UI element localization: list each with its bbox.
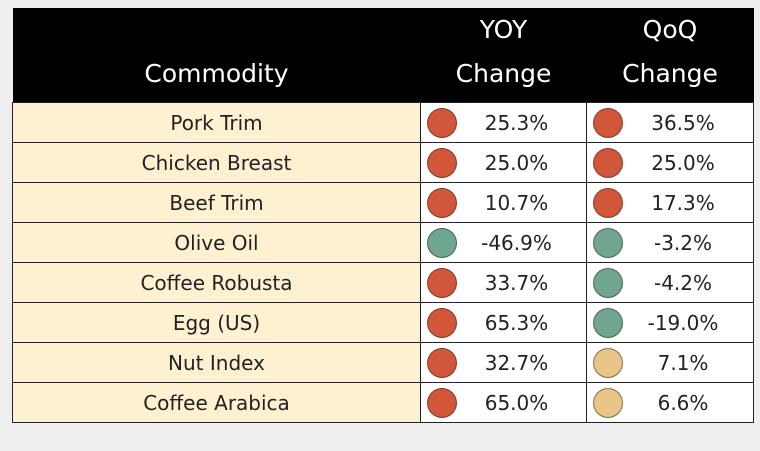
- yoy-value: -46.9%: [481, 230, 552, 255]
- header-yoy-bottom: Change: [455, 59, 552, 88]
- commodity-name: Nut Index: [168, 350, 265, 375]
- table-row: Beef Trim 10.7% 17.3%: [12, 182, 754, 223]
- table-row: Pork Trim 25.3% 36.5%: [12, 102, 754, 143]
- yoy-cell: 25.0%: [420, 142, 587, 183]
- commodity-name: Beef Trim: [169, 190, 264, 215]
- commodity-name: Coffee Arabica: [143, 390, 290, 415]
- table-row: Coffee Arabica 65.0% 6.6%: [12, 382, 754, 423]
- neutral-status-dot-icon: [593, 387, 623, 418]
- header-qoq-top: QoQ: [642, 15, 698, 44]
- qoq-cell: -19.0%: [586, 302, 754, 343]
- table-row: Egg (US) 65.3% -19.0%: [12, 302, 754, 343]
- qoq-value: -3.2%: [653, 230, 713, 255]
- yoy-value: 10.7%: [484, 190, 549, 215]
- up-status-dot-icon: [427, 187, 457, 218]
- header-commodity-label: Commodity: [144, 59, 289, 88]
- qoq-cell: 6.6%: [586, 382, 754, 423]
- commodity-name: Pork Trim: [170, 110, 263, 135]
- commodity-cell: Egg (US): [12, 302, 421, 343]
- up-status-dot-icon: [427, 147, 457, 178]
- down-status-dot-icon: [593, 227, 623, 258]
- qoq-value: 36.5%: [651, 110, 715, 135]
- up-status-dot-icon: [427, 387, 457, 418]
- header-yoy-top: YOY: [479, 15, 528, 44]
- table-row: Coffee Robusta 33.7% -4.2%: [12, 262, 754, 303]
- commodity-name: Coffee Robusta: [140, 270, 293, 295]
- commodity-name: Egg (US): [172, 310, 261, 335]
- header-row: Commodity YOY Change QoQ Change: [12, 8, 754, 103]
- down-status-dot-icon: [427, 227, 457, 258]
- commodity-cell: Olive Oil: [12, 222, 421, 263]
- header-yoy: YOY Change: [420, 8, 587, 103]
- yoy-cell: 25.3%: [420, 102, 587, 143]
- up-status-dot-icon: [427, 347, 457, 378]
- up-status-dot-icon: [427, 267, 457, 298]
- table-row: Chicken Breast 25.0% 25.0%: [12, 142, 754, 183]
- yoy-cell: 33.7%: [420, 262, 587, 303]
- qoq-cell: 25.0%: [586, 142, 754, 183]
- yoy-value: 65.0%: [484, 390, 549, 415]
- commodity-cell: Pork Trim: [12, 102, 421, 143]
- yoy-value: 25.0%: [484, 150, 549, 175]
- commodity-cell: Nut Index: [12, 342, 421, 383]
- commodity-name: Olive Oil: [174, 230, 259, 255]
- header-qoq-bottom: Change: [622, 59, 718, 88]
- commodity-cell: Coffee Robusta: [12, 262, 421, 303]
- commodity-name: Chicken Breast: [141, 150, 292, 175]
- qoq-cell: -4.2%: [586, 262, 754, 303]
- qoq-value: -4.2%: [653, 270, 713, 295]
- table-row: Nut Index 32.7% 7.1%: [12, 342, 754, 383]
- commodity-change-table: Commodity YOY Change QoQ Change Pork Trim 2…: [12, 8, 754, 423]
- yoy-value: 25.3%: [484, 110, 549, 135]
- yoy-value: 33.7%: [484, 270, 549, 295]
- qoq-value: 25.0%: [651, 150, 715, 175]
- up-status-dot-icon: [593, 147, 623, 178]
- qoq-value: 6.6%: [657, 390, 709, 415]
- header-qoq: QoQ Change: [586, 8, 754, 103]
- commodity-cell: Chicken Breast: [12, 142, 421, 183]
- qoq-cell: -3.2%: [586, 222, 754, 263]
- up-status-dot-icon: [593, 107, 623, 138]
- yoy-value: 32.7%: [484, 350, 549, 375]
- qoq-cell: 36.5%: [586, 102, 754, 143]
- commodity-cell: Coffee Arabica: [12, 382, 421, 423]
- yoy-cell: -46.9%: [420, 222, 587, 263]
- up-status-dot-icon: [593, 187, 623, 218]
- up-status-dot-icon: [427, 107, 457, 138]
- table-row: Olive Oil -46.9% -3.2%: [12, 222, 754, 263]
- header-commodity: Commodity: [12, 8, 421, 103]
- qoq-cell: 7.1%: [586, 342, 754, 383]
- down-status-dot-icon: [593, 267, 623, 298]
- yoy-cell: 65.0%: [420, 382, 587, 423]
- qoq-value: -19.0%: [647, 310, 719, 335]
- down-status-dot-icon: [593, 307, 623, 338]
- qoq-cell: 17.3%: [586, 182, 754, 223]
- yoy-cell: 10.7%: [420, 182, 587, 223]
- qoq-value: 17.3%: [651, 190, 715, 215]
- yoy-cell: 32.7%: [420, 342, 587, 383]
- yoy-value: 65.3%: [484, 310, 549, 335]
- yoy-cell: 65.3%: [420, 302, 587, 343]
- up-status-dot-icon: [427, 307, 457, 338]
- neutral-status-dot-icon: [593, 347, 623, 378]
- qoq-value: 7.1%: [657, 350, 709, 375]
- commodity-cell: Beef Trim: [12, 182, 421, 223]
